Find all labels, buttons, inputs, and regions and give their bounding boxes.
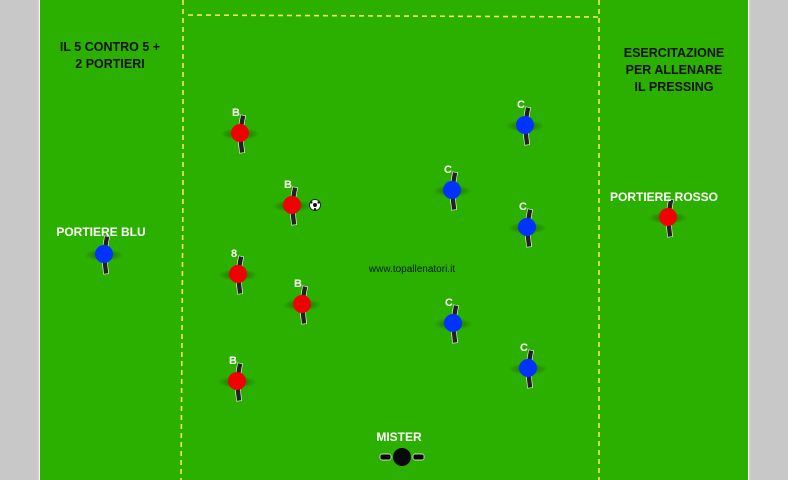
blue-player-1-body (516, 116, 534, 134)
blue-player-2: C (432, 164, 472, 211)
grass-field (40, 0, 748, 480)
blue-player-2-bottom-sock (450, 197, 457, 211)
left-sideline-strip (0, 0, 40, 480)
coach-left-arm (379, 453, 392, 461)
blue-player-3-body (518, 218, 536, 236)
blue-player-3-letter: C (519, 201, 527, 213)
blue-player-3-bottom-sock (525, 234, 532, 248)
blue-player-1-letter: C (517, 99, 525, 111)
red-player-4-body (293, 295, 311, 313)
red-player-5-letter: B (229, 355, 237, 367)
keeper-blue-label: PORTIERE BLU (56, 225, 145, 239)
red-player-1-bottom-sock (238, 140, 245, 154)
blue-player-5-letter: C (520, 342, 528, 354)
red-goalkeeper-body (659, 208, 677, 226)
red-player-2-body (283, 196, 301, 214)
red-player-2-letter: B (284, 179, 292, 191)
blue-player-4-bottom-sock (451, 330, 458, 344)
blue-player-2-letter: C (444, 164, 452, 176)
red-player-4-letter: B (294, 278, 302, 290)
red-player-1: B (220, 107, 260, 154)
red-player-5: B (217, 355, 257, 402)
blue-player-1: C (505, 99, 545, 146)
red-player-1-body (231, 124, 249, 142)
coach-figure (379, 448, 425, 466)
coach-body (393, 448, 411, 466)
blue-player-2-body (443, 181, 461, 199)
blue-player-4-body (444, 314, 462, 332)
red-player-4: B (282, 278, 322, 325)
blue-player-4: C (433, 297, 473, 344)
red-player-5-bottom-sock (235, 388, 242, 402)
red-player-5-body (228, 372, 246, 390)
red-goalkeeper-bottom-sock (666, 224, 673, 238)
blue-player-5: C (508, 342, 548, 389)
blue-player-5-bottom-sock (526, 375, 533, 389)
red-player-3-bottom-sock (236, 281, 243, 295)
right-sideline-strip (748, 0, 788, 480)
blue-player-4-letter: C (445, 297, 453, 309)
left-title-line-2: 2 PORTIERI (75, 57, 144, 71)
coach-right-arm (412, 453, 425, 461)
red-player-4-bottom-sock (300, 311, 307, 325)
players-layer: B B 8 B B C C C C C (84, 99, 688, 402)
blue-player-5-body (519, 359, 537, 377)
red-goalkeeper (648, 198, 688, 238)
soccer-ball-icon (309, 199, 321, 211)
blue-goalkeeper (84, 235, 124, 275)
blue-goalkeeper-bottom-sock (102, 261, 109, 275)
right-title-line-1: ESERCITAZIONE (624, 46, 724, 60)
blue-player-1-bottom-sock (523, 132, 530, 146)
keeper-red-label: PORTIERE ROSSO (610, 190, 718, 204)
red-player-2: B (272, 179, 312, 226)
red-player-3: 8 (218, 248, 258, 295)
red-player-3-body (229, 265, 247, 283)
blue-goalkeeper-body (95, 245, 113, 263)
area-line-left-lower (180, 189, 184, 480)
red-player-1-letter: B (232, 107, 240, 119)
left-title-line-1: IL 5 CONTRO 5 + (60, 40, 160, 54)
right-title-line-2: PER ALLENARE (626, 63, 723, 77)
blue-player-3: C (507, 201, 547, 248)
coach-label: MISTER (376, 430, 422, 444)
red-player-2-bottom-sock (290, 212, 297, 226)
red-player-3-letter: 8 (231, 248, 237, 260)
watermark-text: www.topallenatori.it (368, 264, 455, 275)
right-title-line-3: IL PRESSING (635, 80, 714, 94)
